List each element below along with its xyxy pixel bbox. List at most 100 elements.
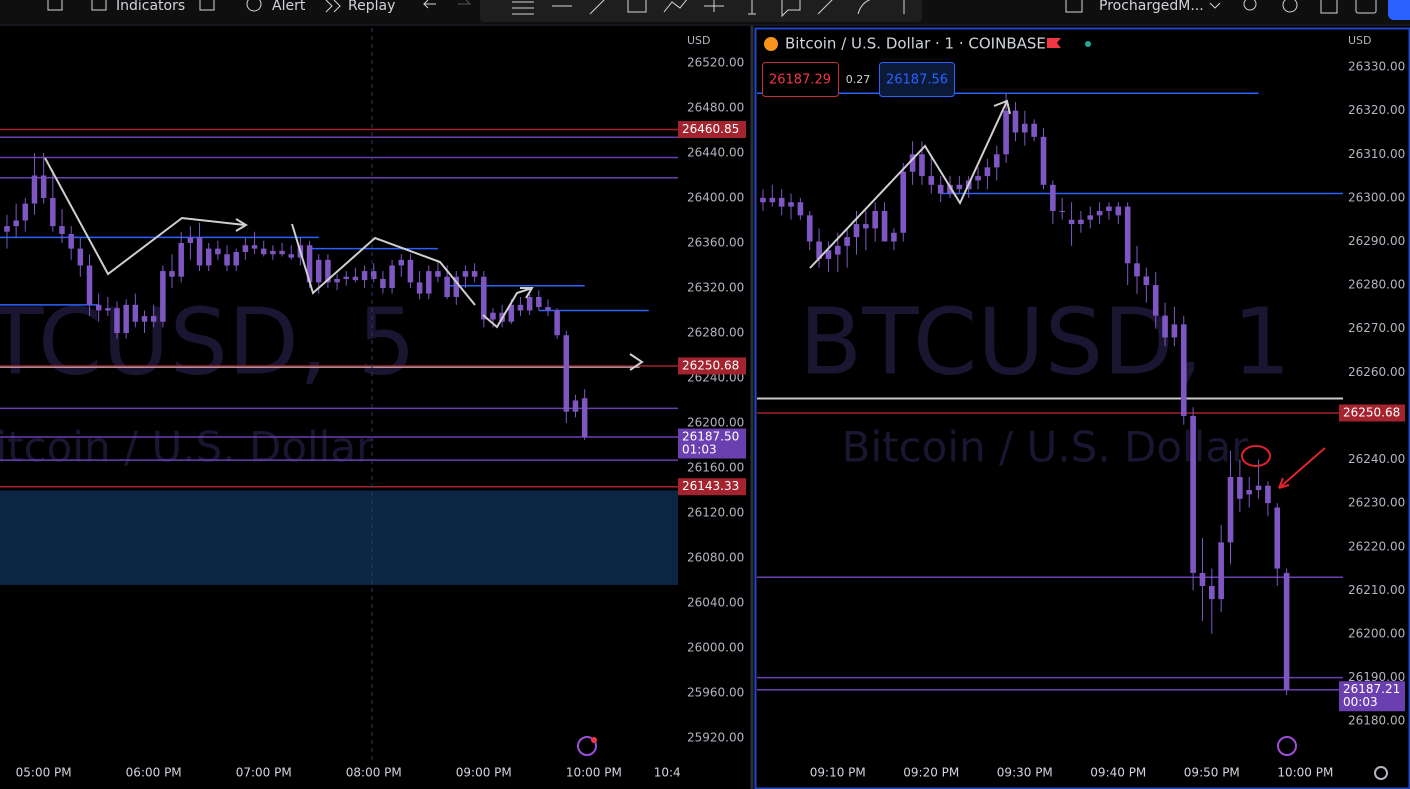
candle-body — [806, 215, 813, 242]
candle-body — [1096, 210, 1103, 216]
y-tick-label: 26000.00 — [687, 640, 744, 654]
price-label: 26187.50 — [682, 430, 739, 444]
candle-body — [778, 197, 785, 207]
candle-body — [1180, 324, 1187, 416]
price-label: 26187.21 — [1343, 682, 1400, 696]
drawing-tool[interactable] — [748, 0, 756, 15]
drawing-tool[interactable] — [663, 0, 688, 13]
y-tick-label: 26320.00 — [687, 280, 744, 294]
x-tick-label: 09:40 PM — [1090, 766, 1146, 780]
alert-button[interactable]: Alert — [272, 0, 306, 14]
candle-body — [1050, 184, 1056, 211]
candle-body — [13, 220, 19, 227]
candle-body — [581, 398, 588, 438]
watermark-symbol: BTCUSD, 5 — [0, 288, 416, 395]
y-tick-label: 26400.00 — [687, 190, 744, 204]
candle-body — [1106, 206, 1112, 211]
layout-name[interactable]: ProchargedM... — [1099, 0, 1204, 14]
replay-icon[interactable] — [325, 0, 341, 13]
layout-icon[interactable] — [1065, 0, 1083, 13]
currency: USD — [687, 34, 711, 47]
templates-icon[interactable] — [199, 0, 215, 11]
y-tick-label: 26220.00 — [1348, 539, 1405, 553]
left-plot: BTCUSD, 5 Bitcoin / U.S. Dollar — [0, 128, 678, 585]
zone — [0, 490, 678, 585]
buy-price[interactable]: 26187.56 — [886, 73, 948, 88]
y-tick-label: 26120.00 — [687, 505, 744, 519]
countdown: 00:03 — [1343, 695, 1378, 709]
sell-box[interactable] — [762, 62, 839, 97]
y-tick-label: 26270.00 — [1348, 321, 1405, 335]
alert-icon[interactable] — [246, 0, 262, 12]
candle-body — [123, 304, 129, 333]
layout-dropdown[interactable] — [1209, 2, 1221, 9]
publish-button[interactable] — [1388, 0, 1410, 20]
candle-body — [1003, 110, 1009, 155]
countdown: 01:03 — [682, 443, 717, 457]
y-tick-label: 26360.00 — [687, 235, 744, 249]
candle-body — [760, 197, 766, 203]
candle-body — [956, 184, 963, 190]
undo-icon[interactable] — [422, 0, 436, 9]
candle-body — [508, 304, 515, 322]
candle-body — [306, 245, 313, 283]
indicators-button[interactable]: Indicators — [116, 0, 185, 14]
candle-body — [1283, 572, 1290, 690]
candle-body — [59, 226, 65, 234]
candle-body — [361, 271, 368, 281]
flag-icon[interactable] — [1047, 38, 1061, 48]
candle-body — [242, 245, 249, 252]
x-tick-label: 10:00 PM — [1277, 766, 1333, 780]
lightning-icon[interactable] — [577, 736, 597, 756]
search-icon[interactable] — [1243, 0, 1257, 11]
chart-type-icon[interactable] — [47, 0, 63, 11]
y-tick-label: 26200.00 — [1348, 626, 1405, 640]
candle-body — [1171, 324, 1178, 338]
candle-body — [947, 184, 953, 194]
axis-settings-icon[interactable] — [1374, 766, 1388, 780]
y-tick-label: 26210.00 — [1348, 583, 1405, 597]
candle-body — [160, 271, 166, 322]
candle-body — [389, 265, 395, 288]
candle-body — [881, 210, 888, 242]
snapshot-icon[interactable] — [1355, 0, 1377, 14]
y-tick-label: 26280.00 — [687, 325, 744, 339]
y-tick-label: 26330.00 — [1348, 60, 1405, 74]
indicators-icon[interactable] — [91, 0, 107, 11]
buy-box[interactable] — [879, 62, 955, 97]
candle-body — [1255, 485, 1262, 491]
candle-body — [853, 224, 860, 238]
symbol-title[interactable]: Bitcoin / U.S. Dollar · 1 · COINBASE — [785, 35, 1046, 53]
sell-price[interactable]: 26187.29 — [769, 73, 831, 88]
lightning-icon[interactable] — [1277, 736, 1297, 756]
candle-body — [187, 237, 194, 243]
settings-icon[interactable] — [1282, 0, 1298, 13]
arrowhead — [629, 353, 644, 371]
toolbar: Indicators Alert Replay ProchargedM... — [0, 0, 1410, 26]
candle-body — [95, 304, 102, 311]
highlight-circle — [1241, 445, 1271, 467]
y-tick-label: 26280.00 — [1348, 278, 1405, 292]
x-tick-label: 10:00 PM — [566, 766, 622, 780]
drawing-toolbar — [480, 0, 922, 22]
y-tick-label: 26440.00 — [687, 145, 744, 159]
price-label-box — [1339, 681, 1405, 712]
y-tick-label: 25960.00 — [687, 685, 744, 699]
candle-body — [1078, 219, 1084, 225]
drawing-tool[interactable] — [512, 1, 534, 15]
candle-body — [788, 202, 794, 207]
fullscreen-icon[interactable] — [1320, 0, 1338, 14]
left-axes: 26520.00 26480.00 26440.00 26400.00 26360.00… — [16, 34, 746, 780]
drawing-tool[interactable] — [817, 0, 834, 15]
drawing-tool[interactable] — [857, 0, 876, 15]
candle-body — [352, 276, 359, 281]
drawing-tool[interactable] — [627, 0, 647, 13]
redo-icon[interactable] — [458, 0, 472, 5]
drawing-tool[interactable] — [704, 0, 724, 12]
drawing-tool[interactable] — [781, 0, 801, 18]
drawing-tool[interactable] — [589, 0, 606, 15]
replay-button[interactable]: Replay — [348, 0, 395, 14]
y-tick-label: 26200.00 — [687, 415, 744, 429]
x-tick-label: 06:00 PM — [126, 766, 182, 780]
candle-body — [114, 308, 120, 333]
